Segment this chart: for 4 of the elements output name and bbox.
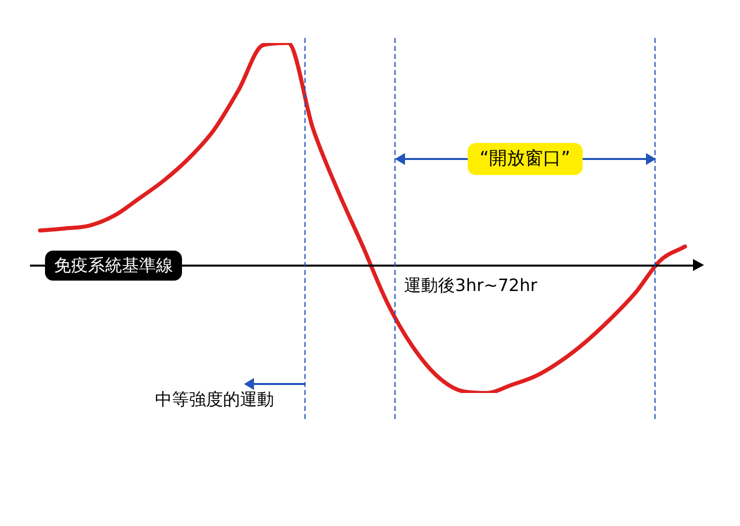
annotation: “開放窗口”: [468, 143, 582, 175]
annotation: 運動後3hr~72hr: [404, 276, 538, 296]
annotation: 中等強度的運動: [155, 390, 274, 410]
ref-line-label: 免疫系統基準線: [54, 256, 173, 276]
